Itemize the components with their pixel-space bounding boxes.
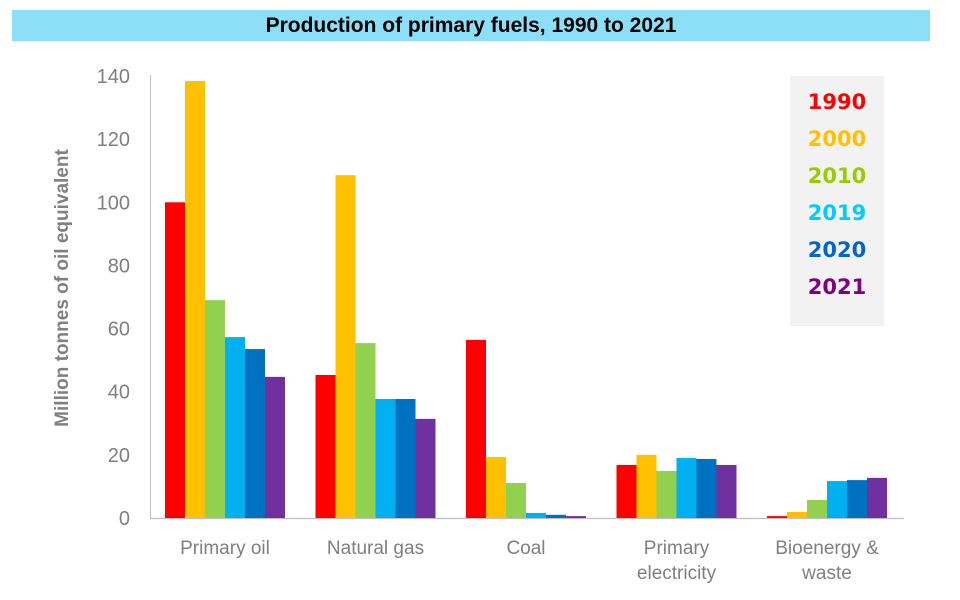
y-axis-label: Million tonnes of oil equivalent [52, 149, 73, 427]
bar-2019-coal [526, 512, 546, 518]
bar-2020-coal [546, 514, 566, 518]
y-tick-label: 80 [108, 255, 130, 277]
bar-2010-coal [506, 482, 526, 518]
bar-2021-natural-gas [415, 418, 436, 518]
y-tick-label: 0 [119, 508, 130, 530]
y-tick-labels: 0 20 40 60 80 100 120 140 [97, 66, 130, 530]
legend-item-2019: 2019 [807, 201, 867, 225]
x-category-label: waste [801, 563, 852, 584]
bar-2021-primary-electricity [716, 464, 737, 518]
bar-2020-primary-electricity [696, 458, 717, 518]
bar-2021-primary-oil [265, 376, 285, 518]
bar-2010-natural-gas [355, 343, 376, 518]
bar-2010-primary-oil [205, 300, 225, 518]
y-tick-label: 40 [108, 382, 130, 404]
bar-2000-bioenergy-waste [787, 512, 807, 518]
category-labels: Primary oil Natural gas Coal Primary electri… [180, 538, 879, 584]
bar-2021-coal [566, 516, 586, 518]
bar-2021-bioenergy-waste [867, 477, 887, 518]
bar-2010-bioenergy-waste [807, 500, 827, 518]
bar-2020-natural-gas [395, 398, 416, 518]
bar-2020-bioenergy-waste [847, 480, 867, 518]
bar-1990-bioenergy-waste [767, 516, 787, 518]
y-tick-label: 100 [97, 192, 130, 214]
x-category-label: Bioenergy & [775, 538, 879, 559]
bar-2019-natural-gas [375, 398, 396, 518]
bar-2019-bioenergy-waste [827, 481, 847, 518]
bar-1990-coal [466, 339, 486, 518]
legend-item-2000: 2000 [807, 127, 867, 151]
legend-item-1990: 1990 [807, 90, 867, 114]
y-tick-label: 20 [108, 445, 130, 467]
bar-1990-primary-electricity [616, 464, 637, 518]
bar-2019-primary-electricity [676, 458, 697, 518]
y-tick-label: 140 [97, 66, 130, 88]
bar-1990-natural-gas [315, 374, 336, 518]
bar-2000-natural-gas [335, 175, 356, 519]
bar-2020-primary-oil [245, 349, 265, 518]
bar-2010-primary-electricity [656, 470, 677, 518]
legend-item-2020: 2020 [807, 238, 867, 262]
x-category-label: electricity [637, 563, 717, 584]
chart-title: Production of primary fuels, 1990 to 202… [265, 13, 677, 37]
bar-2019-primary-oil [225, 337, 245, 518]
bar-2000-primary-electricity [636, 454, 657, 518]
legend-item-2010: 2010 [807, 164, 867, 188]
legend: 1990 2000 2010 2019 2020 2021 [790, 76, 884, 326]
y-axis-label-group: Million tonnes of oil equivalent [52, 149, 73, 427]
legend-item-2021: 2021 [807, 275, 867, 299]
y-tick-label: 120 [97, 129, 130, 151]
x-category-label: Primary oil [180, 538, 270, 559]
y-tick-label: 60 [108, 319, 130, 341]
x-category-label: Primary [644, 538, 710, 559]
x-category-label: Coal [506, 538, 545, 559]
bar-2000-primary-oil [185, 81, 205, 519]
bar-2000-coal [486, 457, 506, 518]
x-category-label: Natural gas [327, 538, 424, 559]
bars [165, 81, 887, 519]
bar-1990-primary-oil [165, 202, 185, 519]
chart-title-bar: Production of primary fuels, 1990 to 202… [12, 10, 930, 41]
